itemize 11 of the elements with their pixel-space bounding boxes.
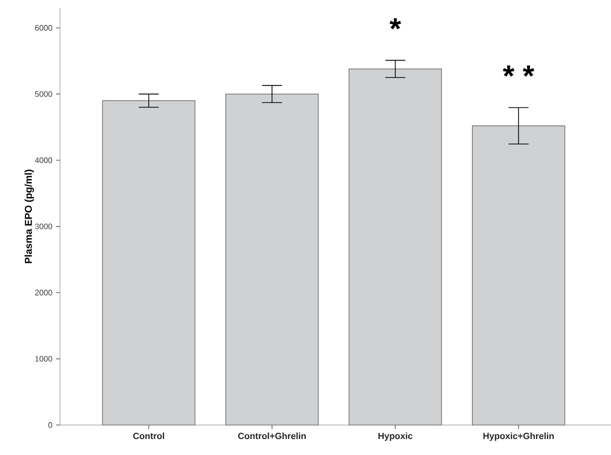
- x-tick-label: Control: [133, 432, 164, 440]
- x-tick-label: Hypoxic+Ghrelin: [483, 432, 554, 441]
- x-tick-label: Control+Ghrelin: [238, 432, 306, 440]
- bar: [225, 94, 319, 426]
- annotation: *: [390, 18, 402, 30]
- bar: [472, 126, 566, 426]
- annotation: * *: [502, 66, 534, 77]
- bar: [348, 68, 442, 426]
- bar: [102, 100, 196, 426]
- x-tick-label: Hypoxic: [378, 432, 412, 441]
- y-axis-title: Plasma EPO (pg/ml): [24, 170, 34, 264]
